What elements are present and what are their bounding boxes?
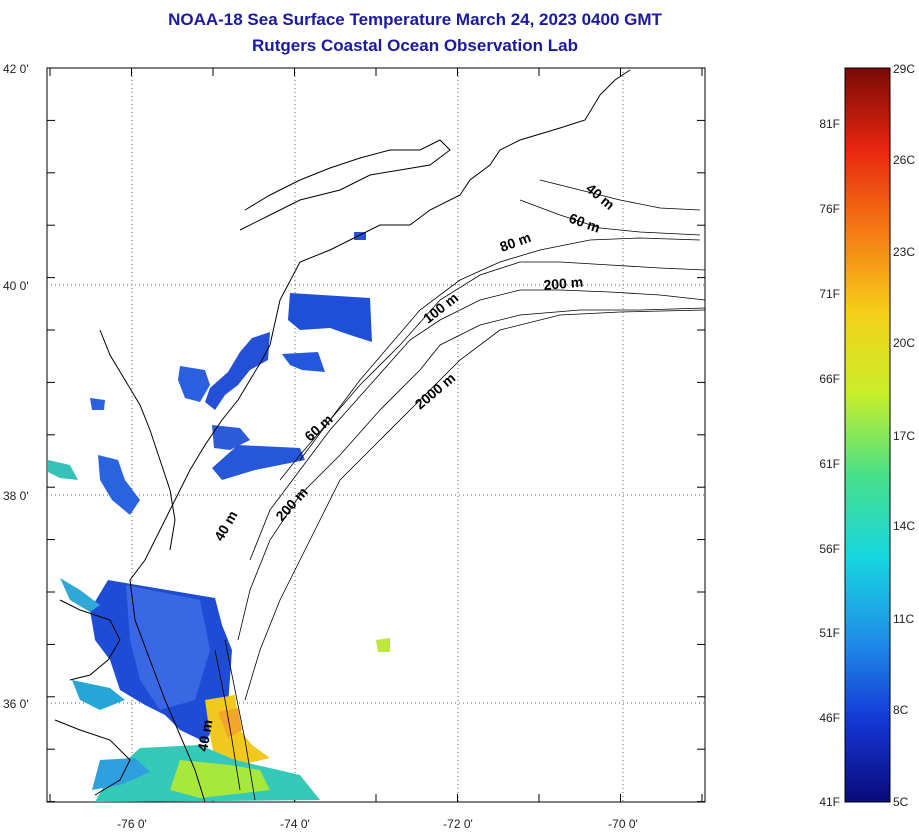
lon-tick-label: -74 0': [280, 817, 310, 831]
sst-imagery: [48, 232, 390, 802]
depth-label: 200 m: [543, 274, 584, 293]
lon-tick-label: -70 0': [608, 817, 638, 831]
map-title: NOAA-18 Sea Surface Temperature March 24…: [168, 10, 662, 29]
celsius-label: 20C: [893, 336, 915, 350]
celsius-label: 5C: [893, 795, 909, 809]
celsius-label: 14C: [893, 519, 915, 533]
lat-tick-label: 42 0': [3, 62, 29, 76]
lat-tick-label: 38 0': [3, 489, 29, 503]
lon-tick-label: -76 0': [117, 817, 147, 831]
fahrenheit-label: 51F: [819, 626, 840, 640]
lon-tick-label: -72 0': [443, 817, 473, 831]
longitude-labels: -76 0' -74 0' -72 0' -70 0': [117, 817, 638, 831]
fahrenheit-label: 81F: [819, 117, 840, 131]
fahrenheit-label: 71F: [819, 287, 840, 301]
fahrenheit-label: 41F: [819, 795, 840, 809]
map-subtitle: Rutgers Coastal Ocean Observation Lab: [252, 36, 578, 55]
celsius-label: 29C: [893, 62, 915, 76]
graticule: [47, 68, 705, 802]
isobaths: [214, 179, 706, 801]
fahrenheit-label: 61F: [819, 457, 840, 471]
fahrenheit-label: 66F: [819, 372, 840, 386]
celsius-label: 11C: [893, 612, 914, 626]
fahrenheit-label: 46F: [819, 711, 840, 725]
fahrenheit-label: 56F: [819, 542, 840, 556]
fahrenheit-label: 76F: [819, 202, 840, 216]
coastline: [54, 69, 631, 803]
frame-ticks: [47, 67, 705, 803]
color-bar: [844, 67, 891, 803]
celsius-label: 26C: [893, 153, 915, 167]
celsius-label: 8C: [893, 703, 909, 717]
celsius-label: 23C: [893, 245, 915, 259]
lat-tick-label: 36 0': [3, 697, 29, 711]
color-bar-labels: 29C 26C 23C 20C 17C 14C 11C 8C 5C 81F 76…: [819, 62, 915, 809]
latitude-labels: 42 0' 40 0' 38 0' 36 0': [3, 62, 29, 711]
celsius-label: 17C: [893, 429, 915, 443]
depth-label: 40 m: [194, 718, 215, 752]
lat-tick-label: 40 0': [3, 279, 29, 293]
